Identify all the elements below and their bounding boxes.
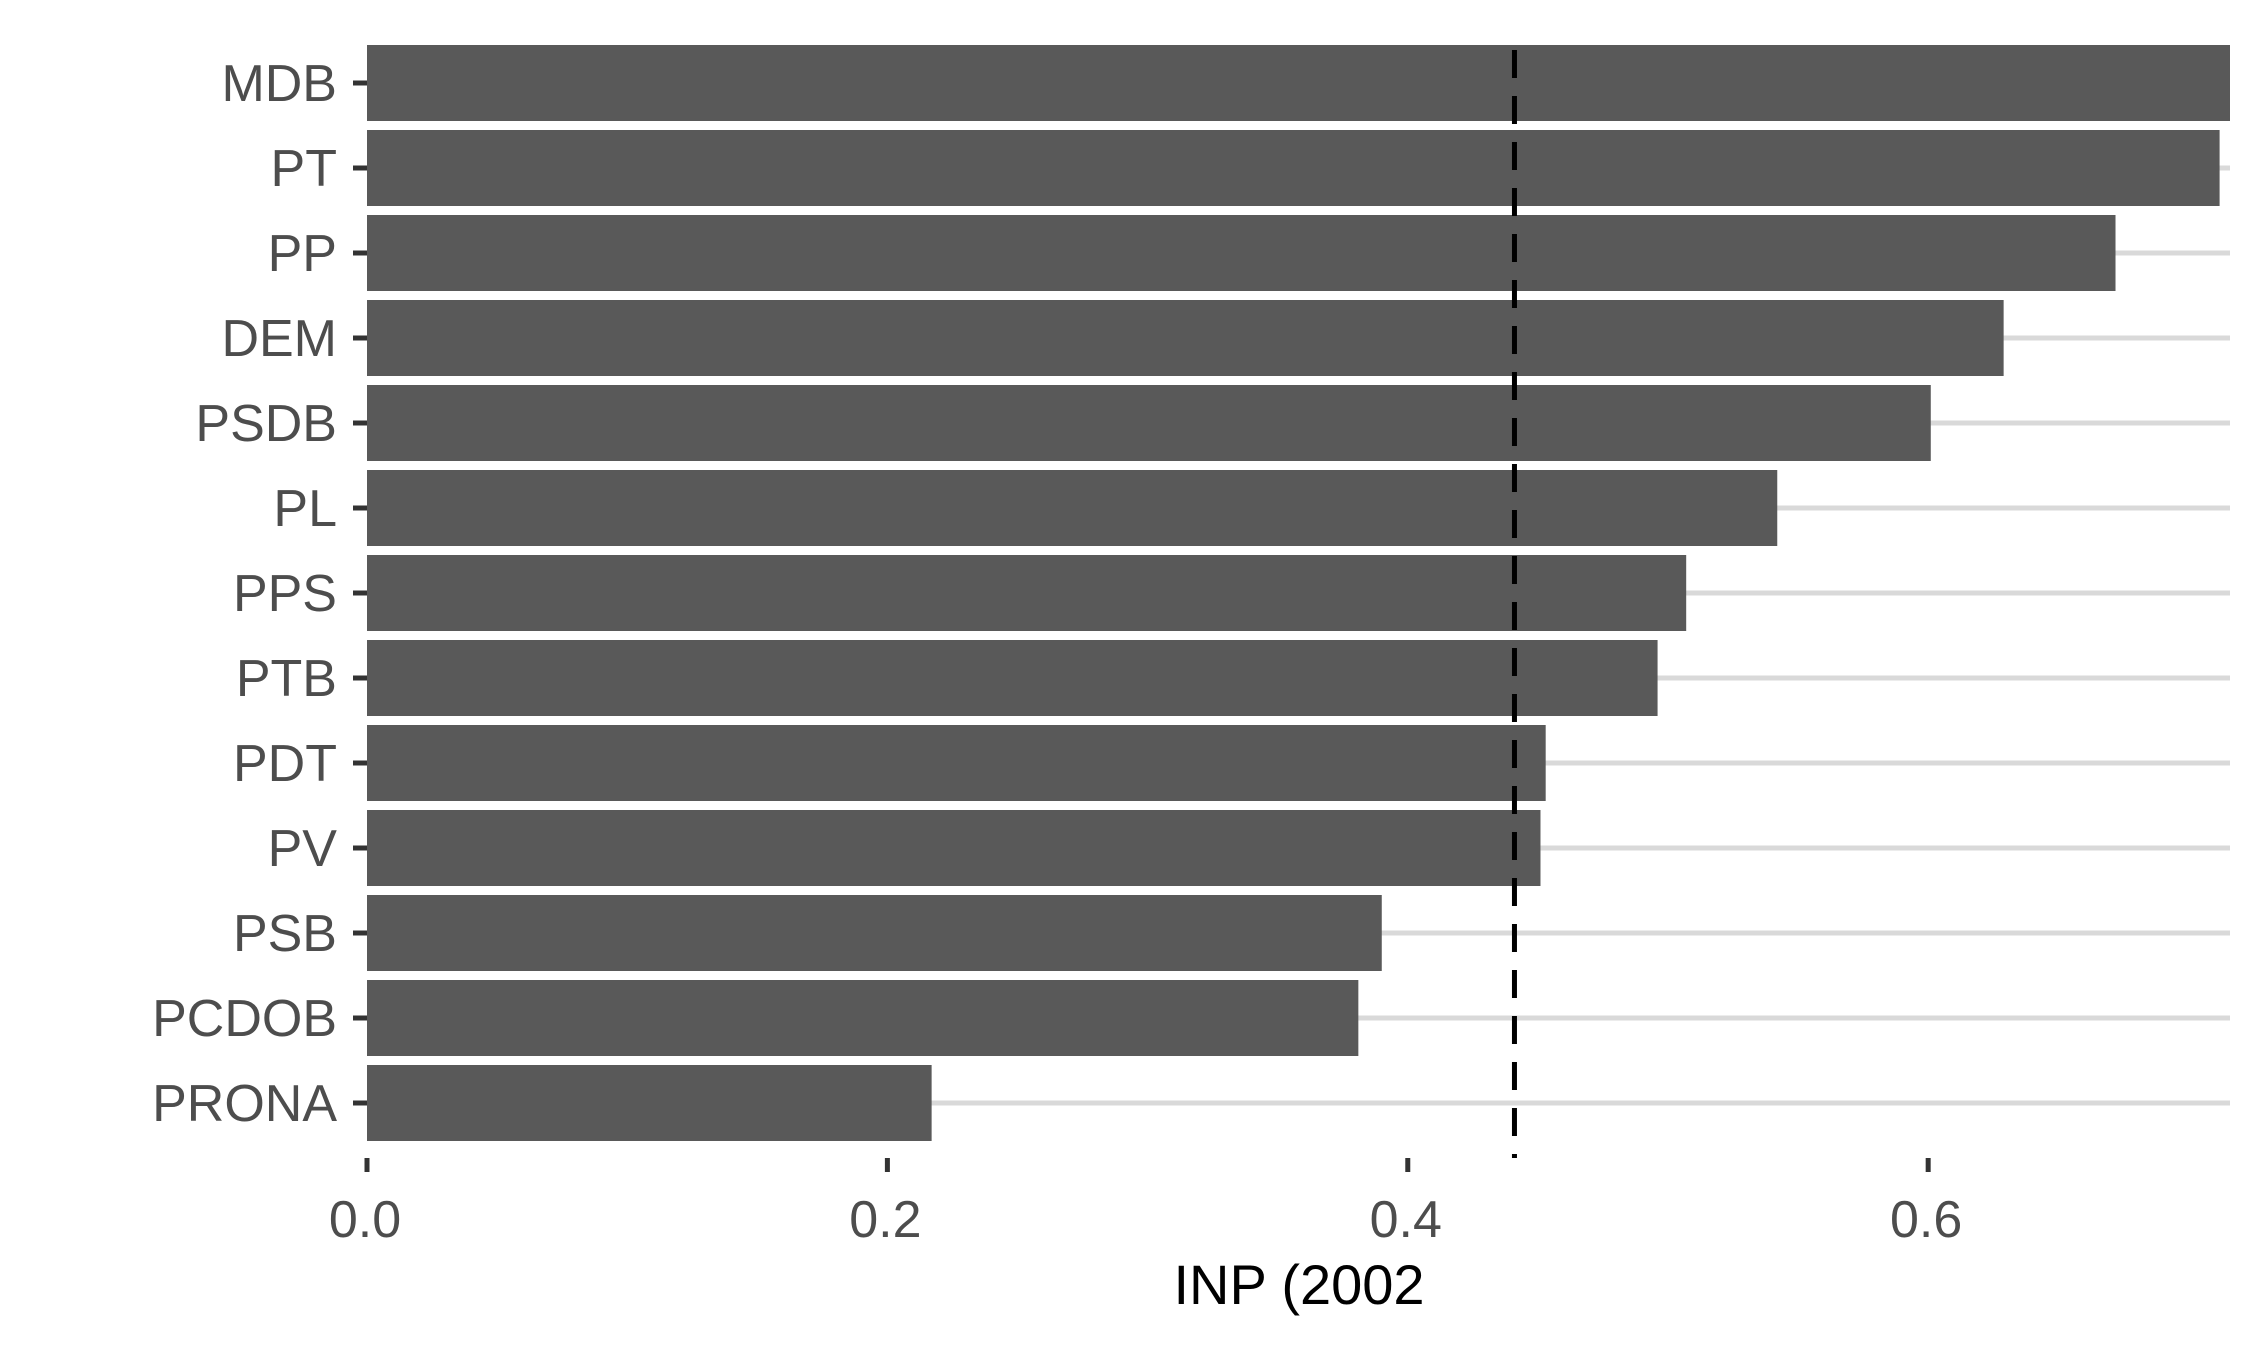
bar-dem [367, 300, 2004, 376]
bar-pv [367, 810, 1541, 886]
y-tick-label-pps: PPS [233, 565, 337, 623]
bars [367, 45, 2230, 1141]
y-tick-label-dem: DEM [221, 310, 337, 368]
y-tick-label-ptb: PTB [236, 650, 337, 708]
x-tick-label-1: 0.2 [849, 1191, 921, 1249]
y-tick-label-pdt: PDT [233, 735, 337, 793]
y-tick-label-pp: PP [268, 225, 337, 283]
bar-pp [367, 215, 2116, 291]
x-axis-title: INP (2002 [1173, 1253, 1424, 1316]
bar-psdb [367, 385, 1931, 461]
y-axis-ticks: MDB PT PP DEM PSDB PL PPS PTB PDT PV PSB PCDOB PRONA [152, 55, 367, 1133]
bar-ptb [367, 640, 1658, 716]
bar-pps [367, 555, 1687, 631]
bar-mdb [367, 45, 2230, 121]
y-tick-label-psdb: PSDB [195, 395, 337, 453]
x-tick-label-0: 0.0 [329, 1191, 401, 1249]
bar-pdt [367, 725, 1546, 801]
bar-prona [367, 1065, 932, 1141]
y-tick-label-pl: PL [273, 480, 337, 538]
y-tick-label-pcdob: PCDOB [152, 990, 337, 1048]
y-tick-label-pv: PV [268, 820, 338, 878]
y-tick-label-prona: PRONA [152, 1075, 337, 1133]
bar-psb [367, 895, 1382, 971]
x-tick-label-3: 0.6 [1890, 1191, 1962, 1249]
y-tick-label-psb: PSB [233, 905, 337, 963]
y-tick-label-pt: PT [271, 140, 337, 198]
bar-pcdob [367, 980, 1359, 1056]
bar-pl [367, 470, 1778, 546]
x-axis-ticks: 0.0 0.2 0.4 0.6 [329, 1158, 1962, 1249]
x-tick-label-2: 0.4 [1370, 1191, 1442, 1249]
bar-pt [367, 130, 2220, 206]
y-tick-label-mdb: MDB [221, 55, 337, 113]
